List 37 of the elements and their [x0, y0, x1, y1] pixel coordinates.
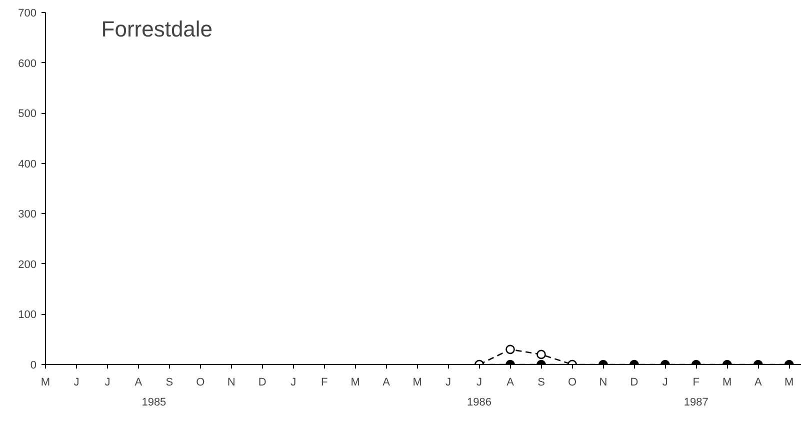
y-tick-label: 400	[18, 158, 37, 170]
text: 1987	[684, 396, 708, 408]
x-tick-label: O	[568, 376, 577, 388]
x-tick-label: F	[692, 376, 700, 388]
text: 1985	[142, 396, 166, 408]
x-tick-label: A	[506, 376, 515, 388]
x-tick-label: J	[476, 376, 482, 388]
x-tick-label: S	[538, 376, 545, 388]
chart-title: Forrestdale	[101, 16, 213, 42]
x-tick-label: D	[630, 376, 638, 388]
x-tick-label: J	[74, 376, 80, 388]
x-tick-label: J	[104, 376, 110, 388]
x-tick-label: M	[40, 376, 50, 388]
x-tick-label: J	[446, 376, 452, 388]
y-tick-label: 500	[18, 108, 37, 120]
y-tick-label: 300	[18, 208, 37, 221]
x-tick-label: M	[412, 376, 422, 388]
x-tick-label: O	[196, 376, 206, 388]
x-tick-label: A	[134, 376, 143, 388]
y-tick-label: 200	[18, 258, 37, 271]
x-tick-label: J	[662, 376, 668, 388]
x-tick-label: A	[382, 376, 391, 388]
y-tick-label: 700	[18, 8, 37, 20]
y-tick-label: 0	[30, 360, 37, 372]
x-tick-label: N	[227, 376, 236, 388]
x-tick-label: N	[599, 376, 608, 388]
text: 1986	[467, 396, 492, 408]
x-tick-label: M	[722, 376, 732, 388]
x-tick-label: D	[258, 376, 266, 388]
y-tick-label: 600	[18, 58, 37, 70]
x-tick-label: F	[320, 376, 328, 388]
x-tick-label: S	[166, 376, 174, 388]
x-tick-label: M	[350, 376, 360, 388]
x-tick-label: M	[784, 376, 794, 388]
y-tick-label: 100	[18, 309, 37, 322]
x-tick-label: A	[754, 376, 762, 388]
x-tick-label: J	[290, 376, 296, 388]
